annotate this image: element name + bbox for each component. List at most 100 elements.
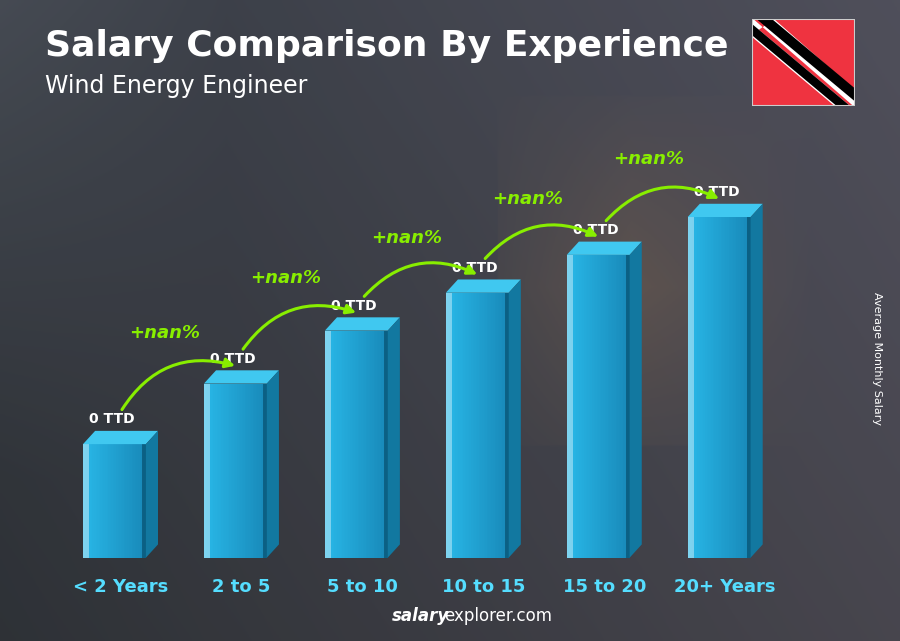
Bar: [608, 255, 609, 558]
Polygon shape: [146, 431, 158, 558]
Bar: [502, 293, 504, 558]
Bar: [454, 293, 455, 558]
Bar: [367, 331, 369, 558]
Bar: [496, 293, 498, 558]
Bar: [704, 217, 706, 558]
Bar: [702, 217, 704, 558]
Polygon shape: [446, 279, 521, 293]
Bar: [130, 444, 132, 558]
Bar: [612, 255, 614, 558]
Bar: [605, 255, 607, 558]
Bar: [116, 444, 118, 558]
Bar: [742, 217, 743, 558]
Bar: [325, 331, 327, 558]
Bar: [87, 444, 90, 558]
Bar: [455, 293, 457, 558]
Bar: [464, 293, 466, 558]
Bar: [476, 293, 478, 558]
Bar: [582, 255, 584, 558]
Bar: [597, 255, 598, 558]
Bar: [584, 255, 586, 558]
Bar: [696, 217, 698, 558]
Bar: [749, 217, 751, 558]
Bar: [259, 383, 261, 558]
Bar: [240, 383, 242, 558]
Bar: [118, 444, 120, 558]
Bar: [471, 293, 473, 558]
Bar: [212, 383, 213, 558]
Text: 0 TTD: 0 TTD: [694, 185, 740, 199]
Bar: [377, 331, 379, 558]
Bar: [717, 217, 719, 558]
Bar: [708, 217, 710, 558]
Bar: [353, 331, 355, 558]
Bar: [221, 383, 223, 558]
Bar: [611, 255, 613, 558]
Bar: [460, 293, 462, 558]
Bar: [380, 331, 382, 558]
Bar: [713, 217, 715, 558]
Bar: [578, 255, 580, 558]
Bar: [112, 444, 114, 558]
Bar: [624, 255, 625, 558]
Text: +nan%: +nan%: [371, 229, 442, 247]
Bar: [122, 444, 124, 558]
Bar: [688, 217, 689, 558]
Bar: [224, 383, 226, 558]
Text: 10 to 15: 10 to 15: [442, 578, 525, 597]
Bar: [325, 331, 331, 558]
Text: 5 to 10: 5 to 10: [327, 578, 398, 597]
Bar: [736, 217, 738, 558]
Bar: [108, 444, 110, 558]
Bar: [501, 293, 503, 558]
Bar: [99, 444, 101, 558]
Text: +nan%: +nan%: [130, 324, 200, 342]
Bar: [706, 217, 708, 558]
Bar: [472, 293, 474, 558]
Bar: [716, 217, 718, 558]
Bar: [692, 217, 694, 558]
Text: 0 TTD: 0 TTD: [89, 412, 135, 426]
Bar: [129, 444, 130, 558]
Bar: [131, 444, 133, 558]
Polygon shape: [267, 370, 279, 558]
Bar: [574, 255, 576, 558]
Bar: [266, 383, 267, 558]
Bar: [477, 293, 479, 558]
Bar: [691, 217, 693, 558]
Bar: [617, 255, 619, 558]
Bar: [576, 255, 578, 558]
Polygon shape: [204, 370, 279, 383]
Text: +nan%: +nan%: [250, 269, 321, 287]
Bar: [384, 331, 386, 558]
Bar: [504, 293, 506, 558]
Bar: [568, 255, 571, 558]
Bar: [230, 383, 232, 558]
Bar: [727, 217, 729, 558]
Bar: [93, 444, 94, 558]
Text: 0 TTD: 0 TTD: [210, 352, 256, 366]
Bar: [606, 255, 608, 558]
Bar: [226, 383, 228, 558]
Bar: [447, 293, 449, 558]
Bar: [249, 383, 251, 558]
Polygon shape: [751, 204, 762, 558]
Bar: [446, 293, 452, 558]
Bar: [495, 293, 497, 558]
Bar: [364, 331, 366, 558]
Bar: [135, 444, 137, 558]
Bar: [603, 255, 605, 558]
Bar: [253, 383, 255, 558]
Bar: [232, 383, 234, 558]
Bar: [331, 331, 333, 558]
Polygon shape: [388, 317, 400, 558]
Bar: [689, 217, 691, 558]
Polygon shape: [752, 24, 850, 106]
Bar: [248, 383, 250, 558]
Bar: [85, 444, 86, 558]
Bar: [95, 444, 97, 558]
Bar: [133, 444, 135, 558]
Bar: [468, 293, 470, 558]
Bar: [340, 331, 342, 558]
Bar: [742, 217, 744, 558]
